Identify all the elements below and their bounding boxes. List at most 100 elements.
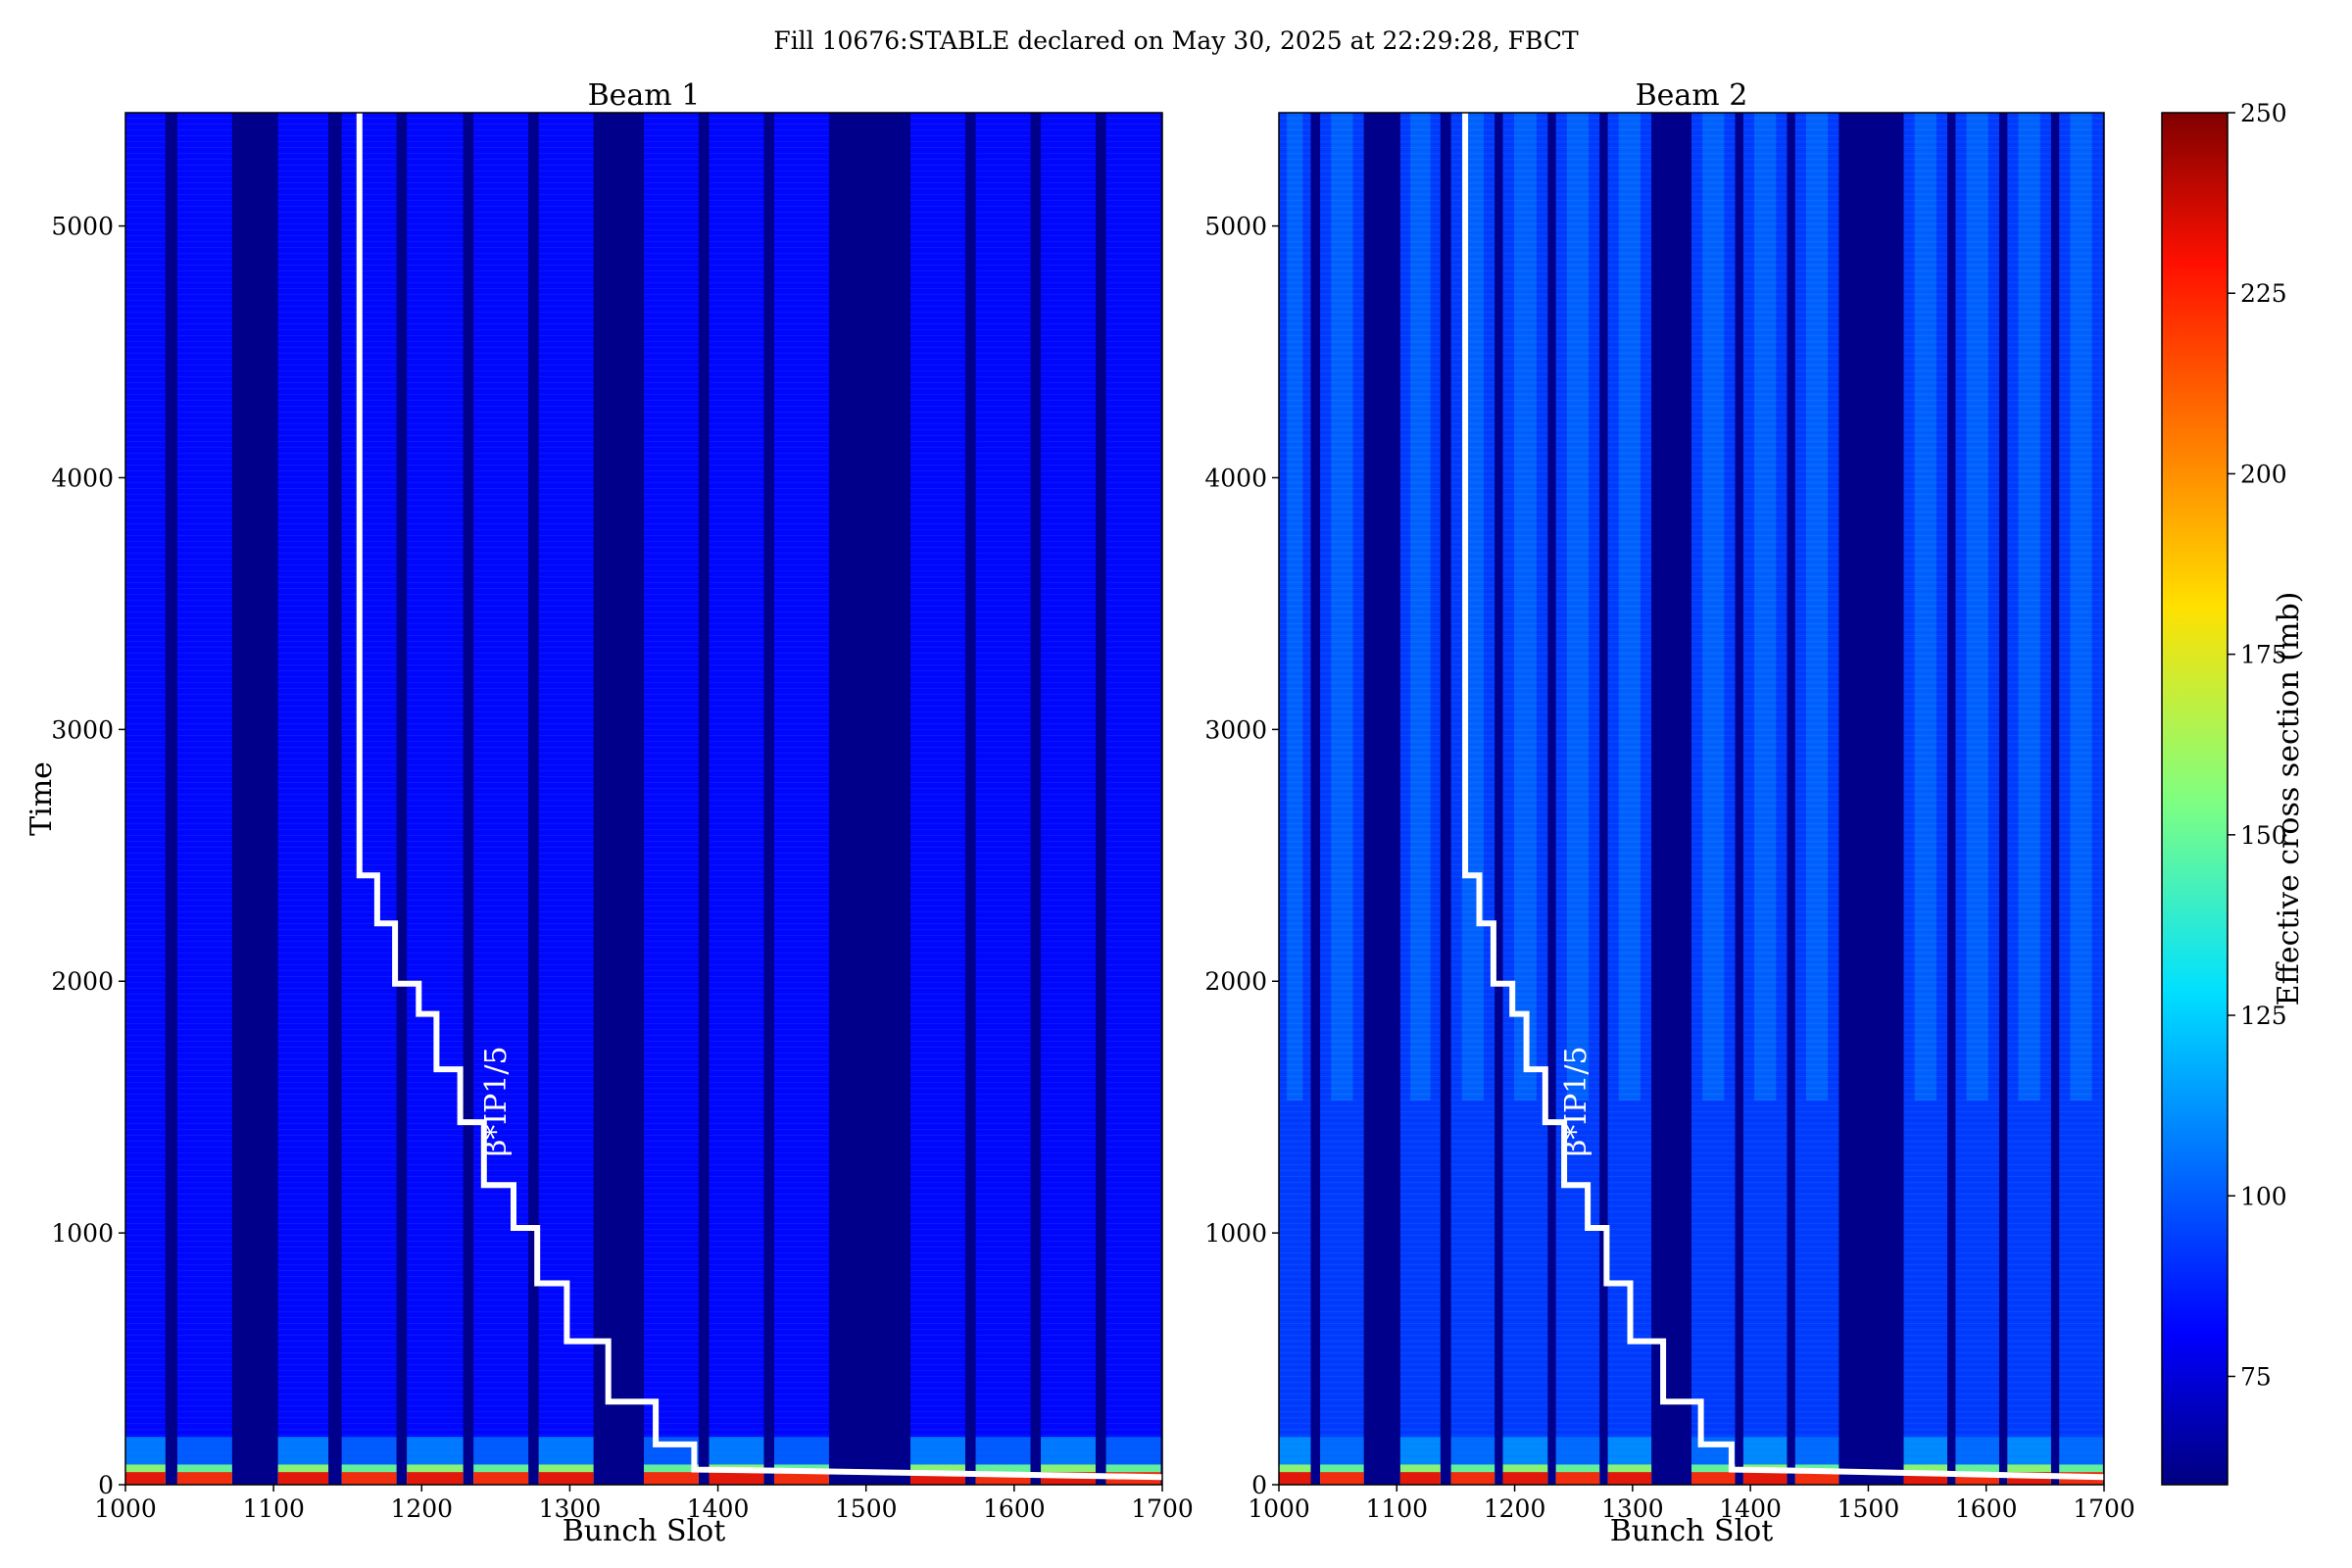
beta-star-curve — [1462, 113, 2105, 1481]
train-texture — [1742, 113, 1788, 1485]
bunch-train-9 — [709, 113, 764, 1485]
beta-star-label: β*IP1/5 — [1559, 1046, 1593, 1156]
y-tick-label: 2000 — [51, 967, 114, 996]
x-tick-label: 1500 — [835, 1494, 898, 1523]
bunch-train-1 — [125, 113, 166, 1485]
early-hot-band — [1450, 1472, 1495, 1485]
colorbar: 75 100 125 150 175 200 225 250 Effective cross … — [2161, 99, 2306, 1486]
bunch-train-6 — [1555, 113, 1600, 1485]
train-texture — [774, 113, 829, 1485]
y-tick-label: 2000 — [1204, 967, 1267, 996]
train-texture — [2059, 113, 2103, 1485]
x-tick-label: 1700 — [1131, 1494, 1194, 1523]
train-texture — [407, 113, 464, 1485]
x-axis-label: Bunch Slot — [563, 1514, 726, 1548]
x-tick-label: 1300 — [1601, 1494, 1664, 1523]
train-texture — [538, 113, 594, 1485]
bunch-train-8 — [1691, 113, 1736, 1485]
x-axis-label: Bunch Slot — [1610, 1514, 1774, 1548]
bunch-train-4 — [1450, 113, 1495, 1485]
y-tick-label: 5000 — [1204, 213, 1267, 241]
x-tick-label: 1200 — [390, 1494, 453, 1523]
bunch-train-13 — [2007, 113, 2051, 1485]
y-tick-label: 3000 — [1204, 715, 1267, 744]
early-hot-band — [341, 1472, 397, 1485]
train-texture — [644, 113, 699, 1485]
early-hot-band — [1742, 1472, 1788, 1485]
bunch-train-1 — [1279, 113, 1311, 1485]
y-tick-label: 3000 — [51, 715, 114, 744]
train-texture — [1041, 113, 1096, 1485]
beam2-panel: β*IP1/5 Beam 2 1000 1100 1200 1300 1400 1500 160… — [1204, 78, 2134, 1548]
train-texture — [176, 113, 232, 1485]
early-hot-band — [1794, 1472, 1839, 1485]
bunch-train-2 — [1320, 113, 1364, 1485]
bunch-train-4 — [341, 113, 397, 1485]
bunch-train-8 — [644, 113, 699, 1485]
early-hot-band — [1399, 1472, 1441, 1485]
early-hot-band — [709, 1472, 764, 1485]
train-texture — [975, 113, 1031, 1485]
train-texture — [1399, 113, 1441, 1485]
y-tick-label: 0 — [98, 1471, 114, 1499]
colorbar-tick-label: 150 — [2240, 821, 2287, 850]
train-texture — [1955, 113, 1999, 1485]
bunch-train-11 — [1903, 113, 1948, 1485]
train-texture — [1450, 113, 1495, 1485]
y-tick-label: 1000 — [1204, 1219, 1267, 1248]
x-tick-label: 1100 — [1365, 1494, 1428, 1523]
y-tick-label: 4000 — [1204, 464, 1267, 492]
colorbar-ticks: 75 100 125 150 175 200 225 250 — [2228, 99, 2287, 1391]
x-tick-label: 1400 — [1719, 1494, 1782, 1523]
bunch-train-14 — [1105, 113, 1161, 1485]
early-hot-band — [1691, 1472, 1736, 1485]
train-texture — [1105, 113, 1161, 1485]
x-tick-label: 1200 — [1484, 1494, 1546, 1523]
bunch-train-10 — [1794, 113, 1839, 1485]
beta-star-label: β*IP1/5 — [479, 1046, 514, 1156]
early-hot-band — [1555, 1472, 1600, 1485]
x-tick-label: 1000 — [1248, 1494, 1310, 1523]
early-hot-band — [277, 1472, 329, 1485]
train-texture — [1607, 113, 1652, 1485]
early-hot-band — [473, 1472, 529, 1485]
x-tick-label: 1600 — [1955, 1494, 2018, 1523]
x-tick-label: 1000 — [94, 1494, 157, 1523]
figure-suptitle: Fill 10676:STABLE declared on May 30, 20… — [773, 26, 1579, 55]
train-texture — [1502, 113, 1548, 1485]
bunch-train-3 — [1399, 113, 1441, 1485]
early-hot-band — [125, 1472, 166, 1485]
x-tick-label: 1700 — [2073, 1494, 2135, 1523]
train-texture — [709, 113, 764, 1485]
y-tick-label: 5000 — [51, 213, 114, 241]
x-tick-label: 1300 — [539, 1494, 602, 1523]
y-tick-label: 1000 — [51, 1219, 114, 1248]
y-tick-label: 0 — [1251, 1471, 1267, 1499]
y-axis-label: Time — [24, 761, 59, 836]
early-hot-band — [1502, 1472, 1548, 1485]
bunch-train-14 — [2059, 113, 2103, 1485]
bunch-train-7 — [1607, 113, 1652, 1485]
train-texture — [473, 113, 529, 1485]
x-tick-label: 1600 — [983, 1494, 1046, 1523]
bunch-train-6 — [473, 113, 529, 1485]
bunch-train-5 — [407, 113, 464, 1485]
bunch-train-3 — [277, 113, 329, 1485]
bunch-train-7 — [538, 113, 594, 1485]
train-texture — [1903, 113, 1948, 1485]
colorbar-gradient — [2161, 112, 2229, 1486]
colorbar-label: Effective cross section (mb) — [2272, 592, 2306, 1006]
colorbar-tick-label: 175 — [2240, 641, 2287, 669]
beta-star-curve — [356, 113, 1163, 1481]
train-texture — [277, 113, 329, 1485]
bunch-train-12 — [975, 113, 1031, 1485]
early-hot-band — [176, 1472, 232, 1485]
train-texture — [341, 113, 397, 1485]
colorbar-tick-label: 250 — [2240, 99, 2287, 127]
train-texture — [125, 113, 166, 1485]
bunch-train-10 — [774, 113, 829, 1485]
bunch-train-12 — [1955, 113, 1999, 1485]
early-hot-band — [644, 1472, 699, 1485]
train-texture — [910, 113, 965, 1485]
